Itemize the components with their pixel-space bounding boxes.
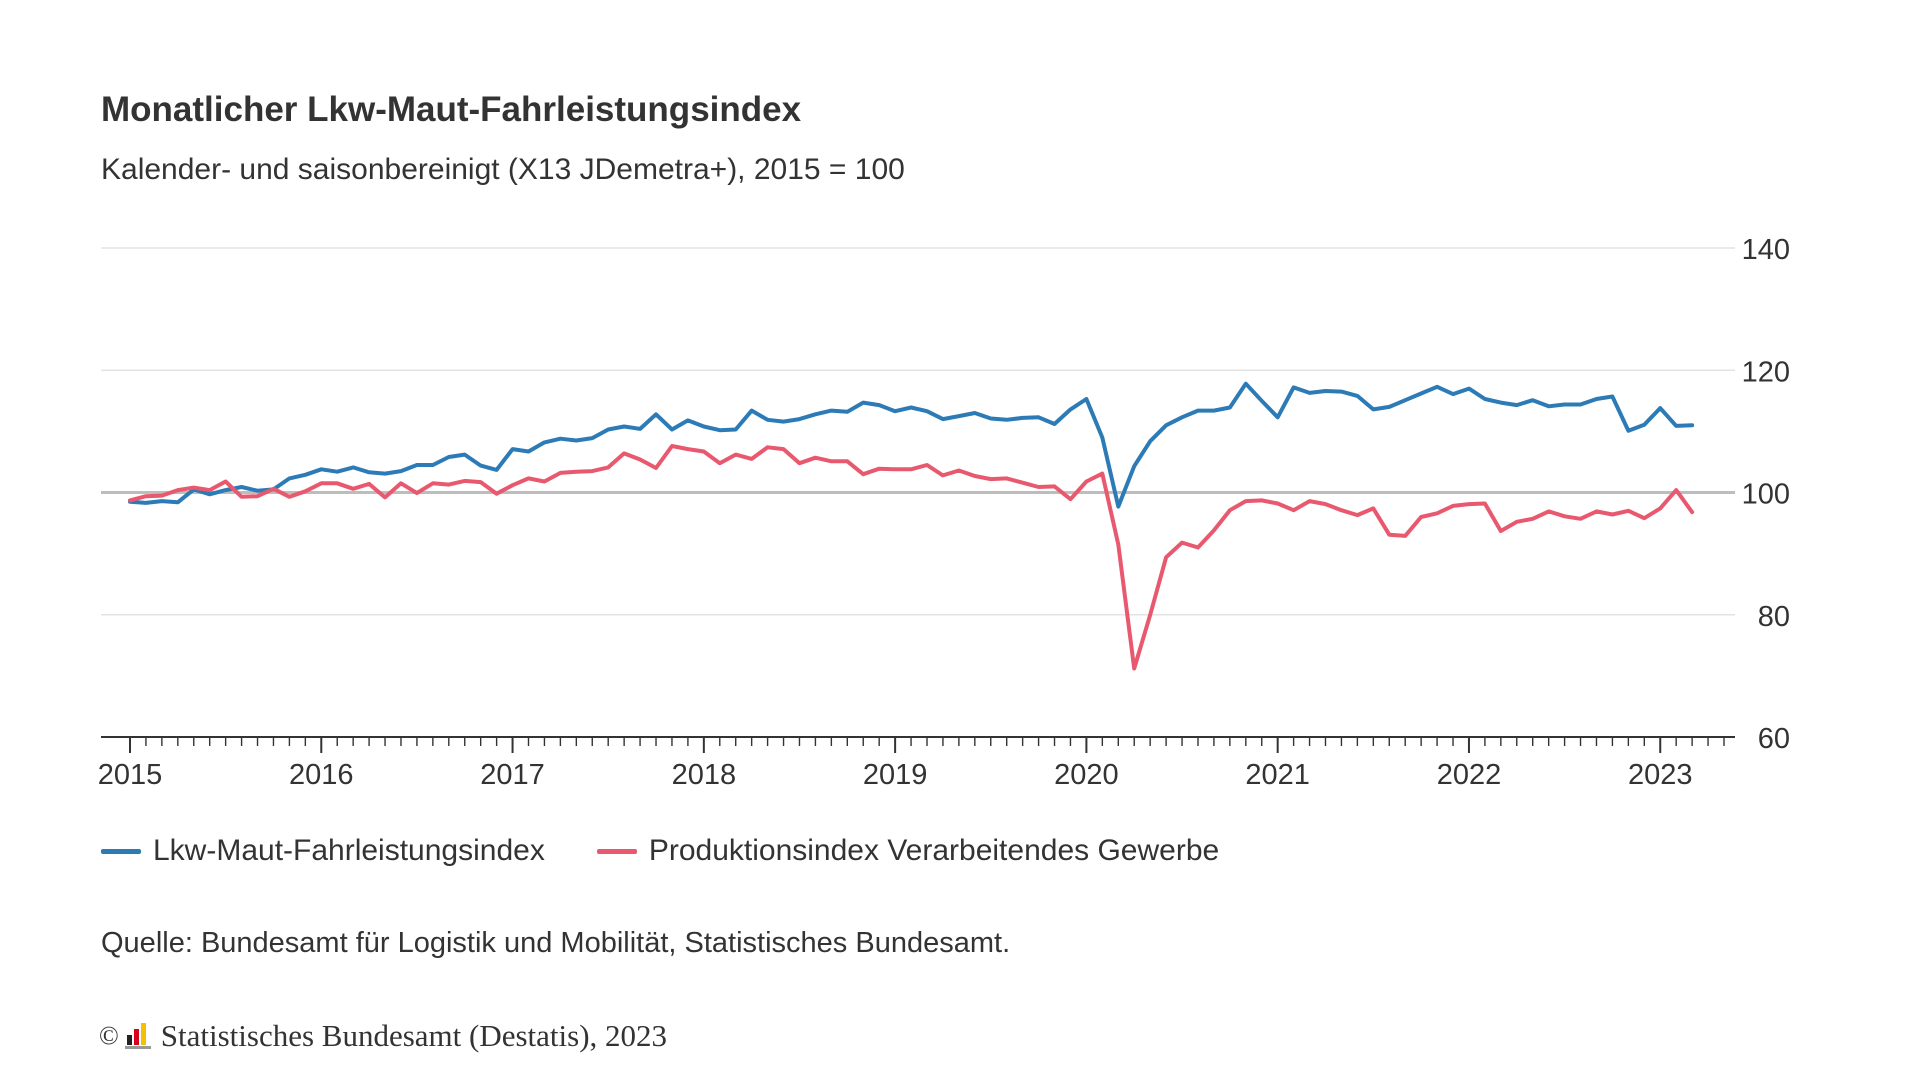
legend-swatch-blue — [101, 848, 141, 854]
y-axis-labels: 60 80 100 120 140 — [1742, 234, 1790, 755]
x-tick-label-2020: 2020 — [1054, 759, 1119, 791]
chart-subtitle: Kalender- und saisonbereinigt (X13 JDeme… — [101, 153, 905, 186]
legend-swatch-red — [596, 848, 637, 854]
x-tick-label-2019: 2019 — [863, 759, 928, 791]
copyright-symbol: © — [99, 1021, 119, 1050]
x-tick-label-2016: 2016 — [289, 759, 354, 791]
series-lines — [128, 381, 1695, 671]
grid-lines — [101, 247, 1735, 616]
x-axis: 2015 2016 2017 2018 2019 2020 2021 2022 2023 — [98, 736, 1735, 791]
y-tick-label-120: 120 — [1742, 356, 1790, 388]
y-tick-label-80: 80 — [1758, 601, 1790, 633]
series-line-2 — [128, 444, 1695, 671]
destatis-logo-icon — [124, 1023, 153, 1049]
line-chart: 2015 2016 2017 2018 2019 2020 2021 2022 2023 60 8… — [98, 234, 1790, 791]
y-tick-label-100: 100 — [1742, 479, 1790, 511]
legend-label-produktionsindex: Produktionsindex Verarbeitendes Gewerbe — [648, 834, 1220, 867]
x-tick-label-2023: 2023 — [1628, 759, 1693, 791]
x-tick-label-2021: 2021 — [1245, 759, 1310, 791]
x-tick-label-2018: 2018 — [672, 759, 737, 791]
copyright-text: Statistisches Bundesamt (Destatis), 2023 — [160, 1018, 668, 1053]
legend-label-lkw-maut: Lkw-Maut-Fahrleistungsindex — [153, 834, 545, 867]
series-line-1 — [128, 381, 1695, 509]
legend-item-lkw-maut[interactable]: Lkw-Maut-Fahrleistungsindex — [101, 834, 545, 868]
chart-title: Monatlicher Lkw-Maut-Fahrleistungsindex — [101, 90, 802, 129]
legend: Lkw-Maut-Fahrleistungsindex Produktionsi… — [101, 834, 1271, 868]
x-tick-label-2017: 2017 — [480, 759, 545, 791]
source-note: Quelle: Bundesamt für Logistik und Mobil… — [101, 927, 1011, 959]
copyright-line: © Statistisches Bundesamt (Destatis), 20… — [99, 1018, 667, 1054]
y-tick-label-60: 60 — [1758, 723, 1790, 755]
legend-item-produktionsindex[interactable]: Produktionsindex Verarbeitendes Gewerbe — [596, 834, 1220, 868]
x-tick-label-2015: 2015 — [98, 759, 163, 791]
x-tick-label-2022: 2022 — [1437, 759, 1502, 791]
y-tick-label-140: 140 — [1742, 234, 1790, 266]
